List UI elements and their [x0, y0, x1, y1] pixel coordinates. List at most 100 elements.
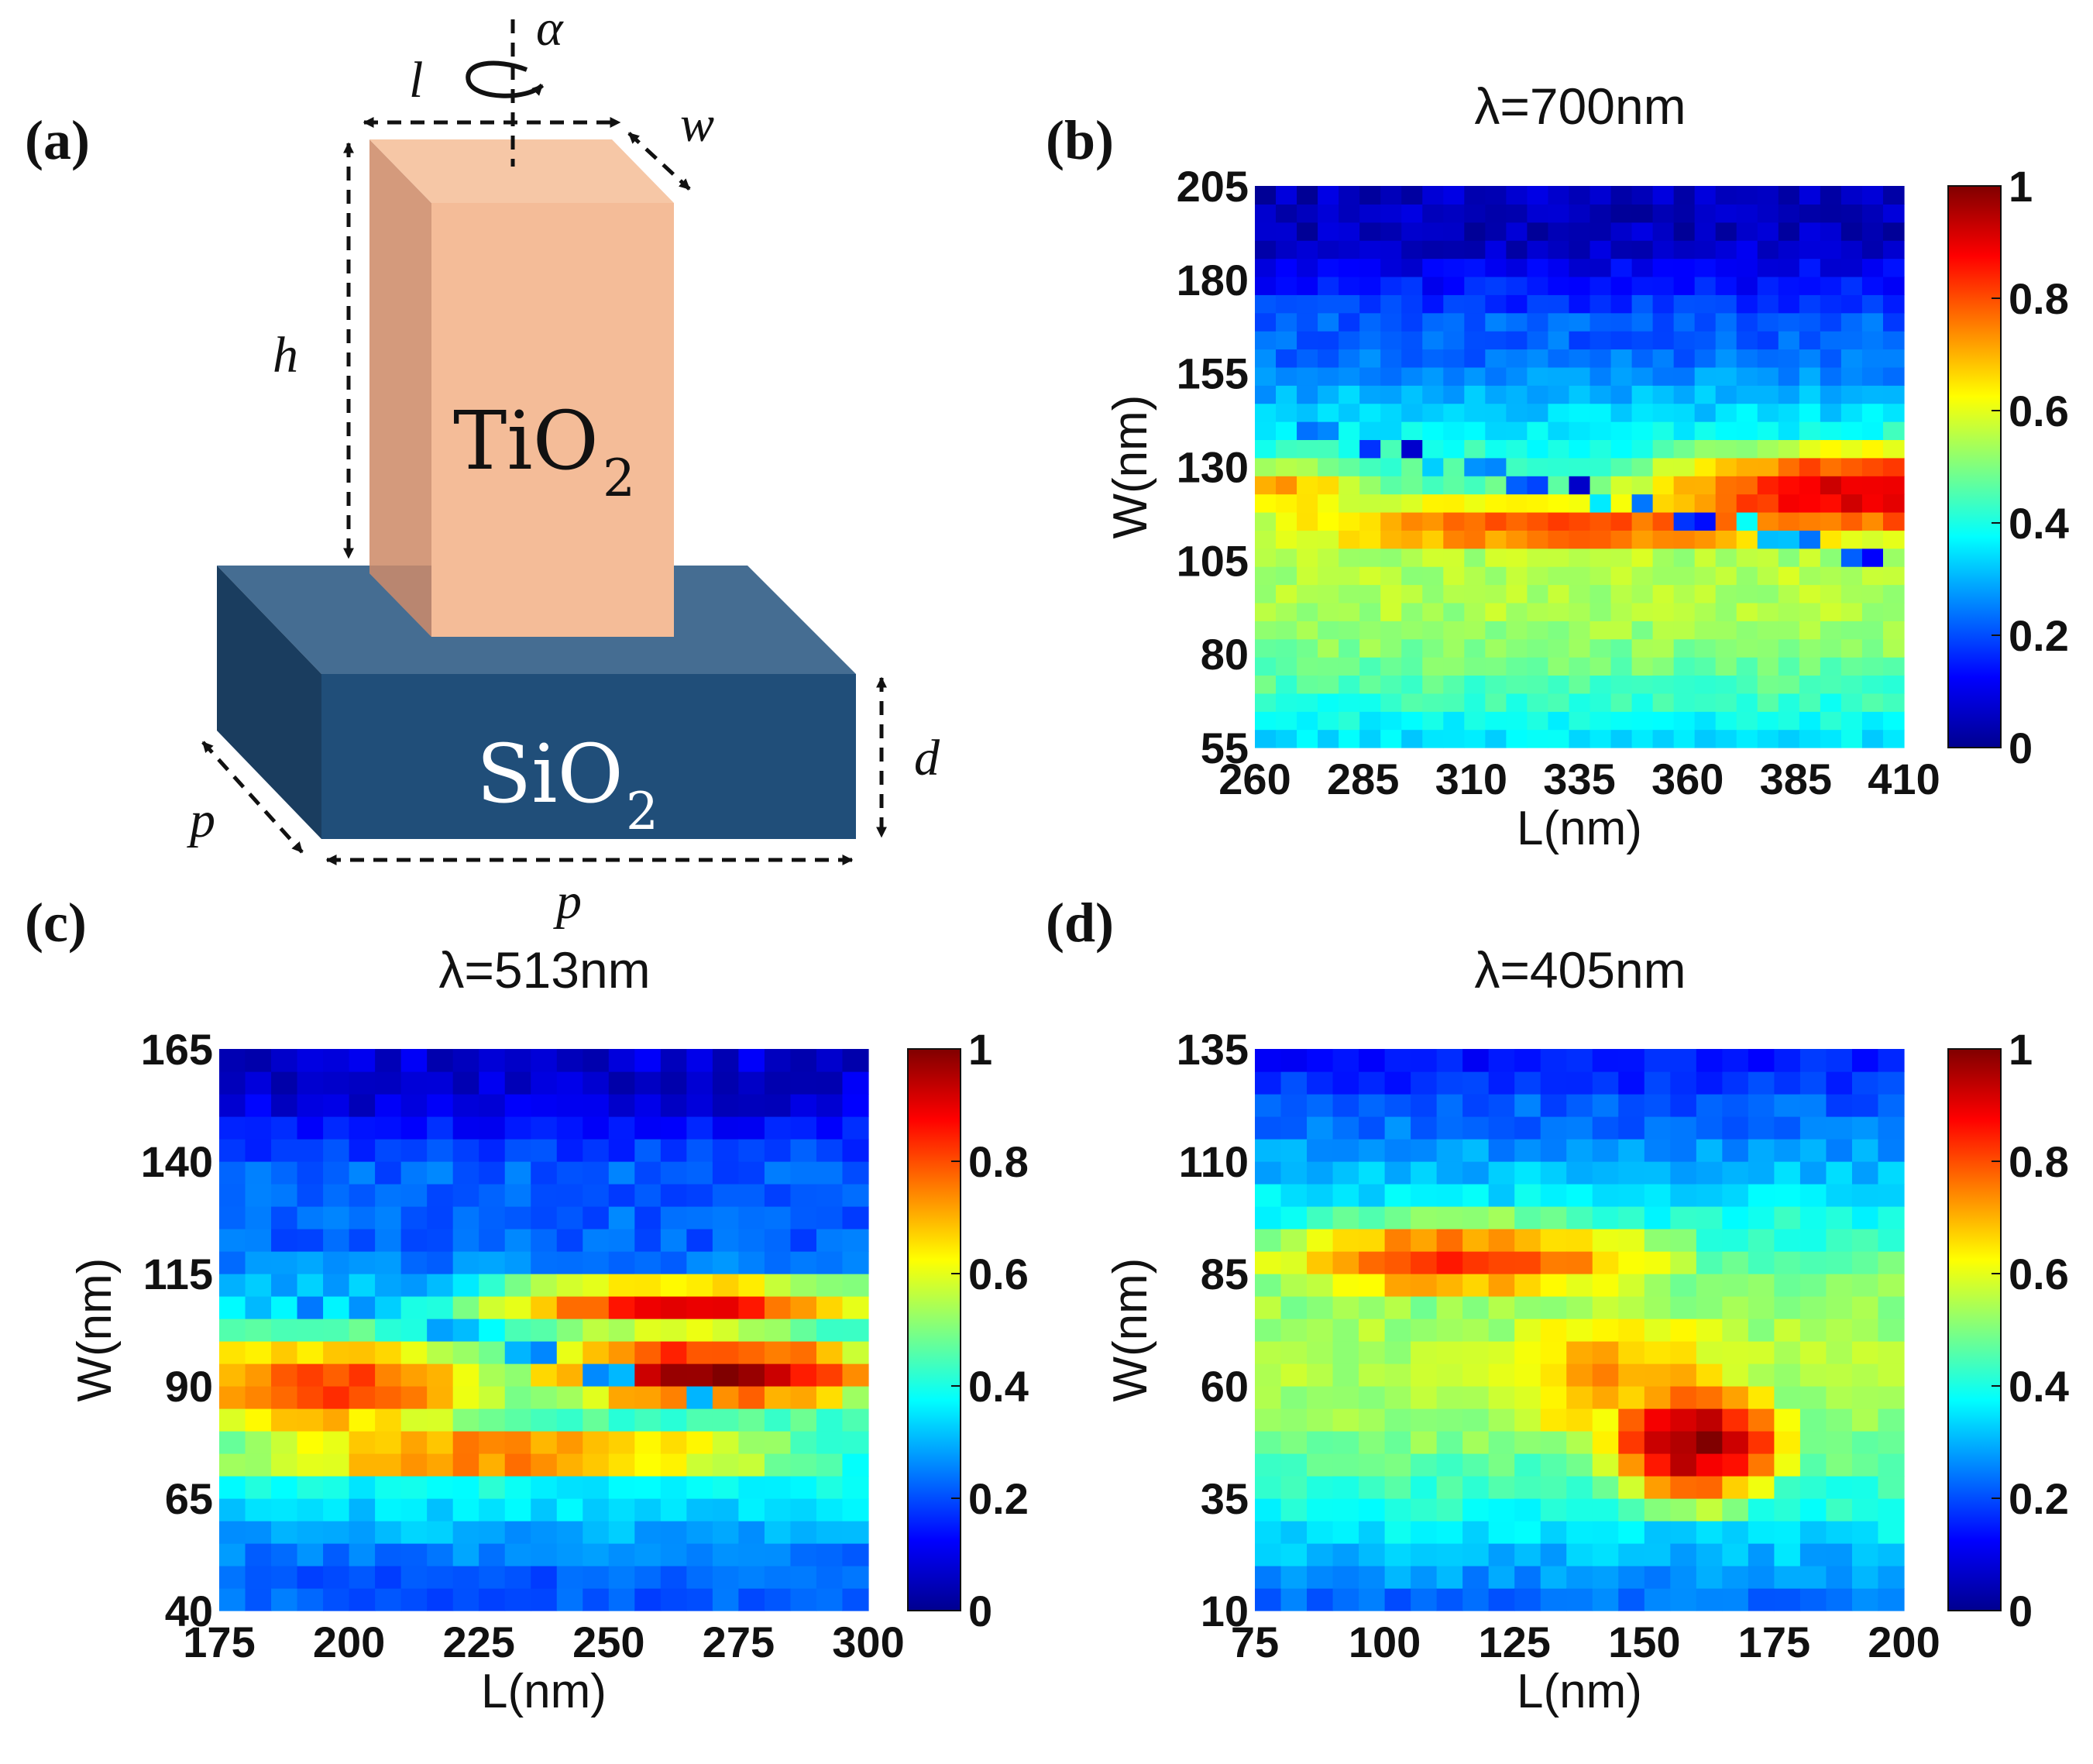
heatmap-cell	[1774, 1139, 1801, 1162]
heatmap-cell	[1610, 186, 1633, 205]
heatmap-cell	[1384, 1206, 1411, 1229]
heatmap-cell	[1840, 621, 1863, 640]
heatmap-cell	[1673, 204, 1696, 223]
heatmap-cell	[1359, 493, 1381, 513]
heatmap-cell	[427, 1408, 454, 1432]
heatmap-cell	[1411, 1206, 1438, 1229]
heatmap-cell	[297, 1116, 324, 1140]
heatmap-cell	[1694, 204, 1717, 223]
heatmap-cell	[1748, 1274, 1775, 1297]
heatmap-cell	[1488, 1296, 1515, 1319]
heatmap-cell	[1694, 349, 1717, 368]
heatmap-cell	[1673, 711, 1696, 731]
heatmap-cell	[1757, 421, 1779, 441]
heatmap-cell	[1436, 1476, 1463, 1499]
heatmap-cell	[1694, 312, 1717, 332]
heatmap-cell	[1840, 530, 1863, 549]
heatmap-cell	[1359, 1386, 1386, 1409]
heatmap-cell	[660, 1161, 687, 1185]
heatmap-cell	[1297, 675, 1318, 694]
x-tick-c: 275	[703, 1618, 775, 1666]
heatmap-cell	[1307, 1071, 1334, 1095]
heatmap-cell	[816, 1094, 844, 1117]
heatmap-cell	[1799, 1319, 1827, 1342]
heatmap-cell	[764, 1498, 792, 1522]
heatmap-cell	[1631, 385, 1654, 404]
heatmap-cell	[1820, 240, 1842, 260]
heatmap-cell	[1851, 1094, 1879, 1117]
colorbar-tick-label: 0.2	[968, 1474, 1029, 1523]
heatmap-cell	[738, 1319, 765, 1342]
heatmap-cell	[1820, 638, 1842, 658]
heatmap-cell	[712, 1206, 739, 1229]
heatmap-cell	[1736, 548, 1758, 567]
heatmap-cell	[1696, 1229, 1723, 1252]
heatmap-cell	[1882, 602, 1905, 621]
heatmap-cell	[1488, 1116, 1515, 1140]
heatmap-cell	[1464, 584, 1486, 603]
heatmap-cell	[400, 1049, 428, 1072]
heatmap-cell	[816, 1543, 844, 1566]
heatmap-cell	[1566, 1498, 1593, 1522]
heatmap-cell	[1840, 204, 1863, 223]
heatmap-cell	[1861, 186, 1884, 205]
heatmap-cell	[1514, 1543, 1541, 1566]
heatmap-cell	[1631, 186, 1654, 205]
heatmap-cell	[634, 1543, 662, 1566]
heatmap-cell	[1443, 675, 1465, 694]
heatmap-cell	[1799, 621, 1821, 640]
heatmap-cell	[1757, 693, 1779, 712]
heatmap-cell	[842, 1341, 869, 1364]
heatmap-cell	[1715, 584, 1737, 603]
heatmap-cell	[1436, 1161, 1463, 1185]
y-tick-b: 130	[1177, 443, 1249, 492]
heatmap-cell	[1276, 602, 1297, 621]
colorbar-tick-label: 0	[968, 1587, 992, 1635]
heatmap-cell	[1610, 366, 1633, 386]
heatmap-cell	[764, 1386, 792, 1409]
colorbar-tick-label: 0.8	[2009, 1137, 2069, 1186]
heatmap-cell	[1722, 1049, 1749, 1072]
heatmap-cell	[1569, 385, 1591, 404]
heatmap-cell	[1851, 1116, 1879, 1140]
heatmap-cell	[764, 1229, 792, 1252]
heatmap-cell	[556, 1319, 583, 1342]
heatmap-cell	[1384, 1566, 1411, 1589]
heatmap-cell	[1401, 403, 1423, 422]
heatmap-cell	[712, 1116, 739, 1140]
heatmap-cell	[1255, 511, 1277, 531]
heatmap-cell	[1436, 1543, 1463, 1566]
y-axis-label-d: W(nm)	[1104, 1258, 1157, 1402]
heatmap-cell	[1339, 675, 1360, 694]
heatmap-cell	[1307, 1363, 1334, 1387]
heatmap-cell	[1851, 1049, 1879, 1072]
heatmap-cell	[1799, 222, 1821, 241]
heatmap-cell	[1644, 1071, 1671, 1095]
heatmap-cell	[1485, 186, 1507, 205]
heatmap-cell	[1506, 493, 1528, 513]
heatmap-cell	[271, 1071, 298, 1095]
heatmap-cell	[1506, 584, 1528, 603]
heatmap-cell	[1506, 276, 1528, 295]
heatmap-cell	[1820, 584, 1842, 603]
heatmap-cell	[1631, 331, 1654, 350]
heatmap-cell	[1332, 1071, 1359, 1095]
heatmap-cell	[1696, 1274, 1723, 1297]
heatmap-cell	[1514, 1206, 1541, 1229]
heatmap-cell	[1280, 1116, 1308, 1140]
heatmap-cell	[1670, 1431, 1697, 1454]
heatmap-cell	[1485, 403, 1507, 422]
heatmap-cell	[349, 1049, 376, 1072]
heatmap-cell	[1276, 258, 1297, 277]
schematic-diagram: TiO 2 SiO 2 l α w h d p p	[187, 0, 940, 930]
heatmap-cell	[1307, 1498, 1334, 1522]
heatmap-cell	[1878, 1049, 1905, 1072]
heatmap-cell	[1255, 349, 1277, 368]
heatmap-cell	[1332, 1543, 1359, 1566]
heatmap-cell	[1610, 638, 1633, 658]
heatmap-cell	[1748, 1521, 1775, 1544]
heatmap-cell	[1652, 602, 1675, 621]
heatmap-cell	[686, 1251, 713, 1274]
heatmap-cell	[1851, 1296, 1879, 1319]
heatmap-cell	[349, 1476, 376, 1499]
